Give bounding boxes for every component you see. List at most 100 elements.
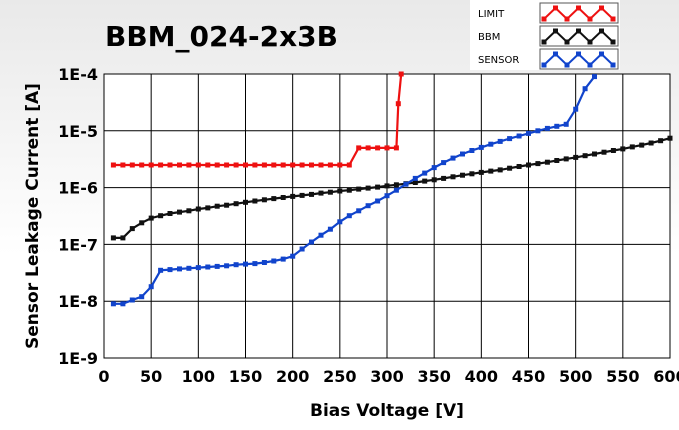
data-point-bbm <box>290 193 296 199</box>
y-axis-ticks: 1E-9 1E-8 1E-7 1E-6 1E-5 1E-4 <box>58 65 98 368</box>
data-point-bbm <box>299 192 305 198</box>
legend-marker-bbm <box>610 39 616 45</box>
data-point-bbm <box>441 175 447 181</box>
legend-marker-limit <box>541 16 547 22</box>
legend: LIMIT BBM SENSOR <box>470 0 620 70</box>
legend-label-sensor: SENSOR <box>478 55 519 66</box>
data-point-sensor <box>195 265 201 271</box>
data-point-sensor <box>554 123 560 129</box>
data-point-limit <box>148 162 154 168</box>
data-point-sensor <box>110 301 116 307</box>
data-point-bbm <box>205 205 211 211</box>
legend-label-limit: LIMIT <box>478 9 505 20</box>
data-point-sensor <box>346 213 352 219</box>
data-point-limit <box>233 162 239 168</box>
x-tick-label: 100 <box>182 367 215 386</box>
data-point-sensor <box>318 232 324 238</box>
data-point-bbm <box>186 208 192 214</box>
data-point-bbm <box>167 211 173 216</box>
legend-marker-limit <box>553 5 558 11</box>
legend-label-bbm: BBM <box>478 32 500 43</box>
data-point-sensor <box>327 226 333 232</box>
legend-marker-bbm <box>541 39 547 45</box>
data-point-bbm <box>544 159 550 165</box>
data-point-bbm <box>526 162 531 168</box>
data-point-sensor <box>148 284 154 290</box>
data-point-sensor <box>214 263 220 269</box>
x-tick-label: 500 <box>559 367 592 386</box>
data-point-bbm <box>365 185 371 191</box>
data-point-sensor <box>497 138 503 144</box>
y-tick-label: 1E-6 <box>58 179 98 198</box>
data-point-sensor <box>469 148 475 153</box>
legend-marker-limit <box>610 16 616 22</box>
data-point-bbm <box>412 180 418 185</box>
y-axis-label: Sensor Leakage Current [A] <box>23 83 43 349</box>
legend-marker-limit <box>587 16 593 22</box>
data-point-limit <box>195 162 201 168</box>
legend-marker-sensor <box>576 51 581 57</box>
data-point-sensor <box>205 264 211 270</box>
data-point-bbm <box>252 198 258 204</box>
data-point-bbm <box>375 184 381 190</box>
data-point-bbm <box>271 196 277 202</box>
data-point-bbm <box>309 191 314 197</box>
data-point-sensor <box>158 267 164 273</box>
x-tick-label: 450 <box>512 367 545 386</box>
x-tick-label: 200 <box>276 367 309 386</box>
data-point-sensor <box>507 136 513 142</box>
data-point-sensor <box>450 155 456 161</box>
data-point-sensor <box>431 165 437 171</box>
legend-swatch-sensor <box>539 48 619 70</box>
data-point-sensor <box>243 261 248 267</box>
data-point-sensor <box>271 258 277 264</box>
chart-title: BBM_024-2x3B <box>105 20 338 53</box>
data-point-bbm <box>110 235 116 241</box>
y-tick-label: 1E-5 <box>58 122 98 141</box>
data-point-bbm <box>563 156 569 162</box>
data-point-limit <box>318 162 324 168</box>
y-tick-label: 1E-4 <box>58 65 98 84</box>
data-point-sensor <box>167 267 173 273</box>
data-point-sensor <box>224 263 230 269</box>
x-tick-label: 600 <box>653 367 679 386</box>
data-point-bbm <box>497 167 503 173</box>
data-point-limit <box>299 162 305 168</box>
data-point-bbm <box>601 149 607 155</box>
data-point-sensor <box>526 130 531 136</box>
data-point-bbm <box>639 142 645 148</box>
data-point-limit <box>243 162 248 168</box>
data-point-sensor <box>563 121 569 127</box>
data-point-bbm <box>129 226 135 232</box>
data-point-sensor <box>299 246 305 252</box>
y-tick-label: 1E-7 <box>58 235 98 254</box>
data-point-bbm <box>337 188 343 194</box>
data-point-sensor <box>412 175 418 181</box>
data-point-limit <box>290 162 296 168</box>
data-point-sensor <box>309 239 314 245</box>
legend-marker-sensor <box>599 51 604 57</box>
data-point-bbm <box>648 140 654 146</box>
data-point-bbm <box>280 195 286 200</box>
data-point-limit <box>120 162 126 168</box>
data-point-sensor <box>441 160 447 166</box>
data-point-bbm <box>667 135 673 141</box>
x-tick-label: 300 <box>370 367 403 386</box>
x-tick-label: 0 <box>98 367 109 386</box>
x-tick-label: 150 <box>229 367 262 386</box>
data-point-sensor <box>535 128 541 134</box>
data-point-bbm <box>346 187 352 193</box>
data-point-limit <box>167 162 173 168</box>
data-point-bbm <box>393 182 399 188</box>
data-point-limit <box>271 162 277 168</box>
data-point-sensor <box>488 141 494 147</box>
data-point-limit <box>393 145 399 151</box>
data-point-bbm <box>488 168 494 174</box>
x-tick-label: 550 <box>606 367 639 386</box>
data-point-limit <box>356 145 362 151</box>
grid-lines <box>104 74 670 358</box>
data-point-limit <box>365 145 371 151</box>
legend-marker-bbm <box>576 28 581 34</box>
